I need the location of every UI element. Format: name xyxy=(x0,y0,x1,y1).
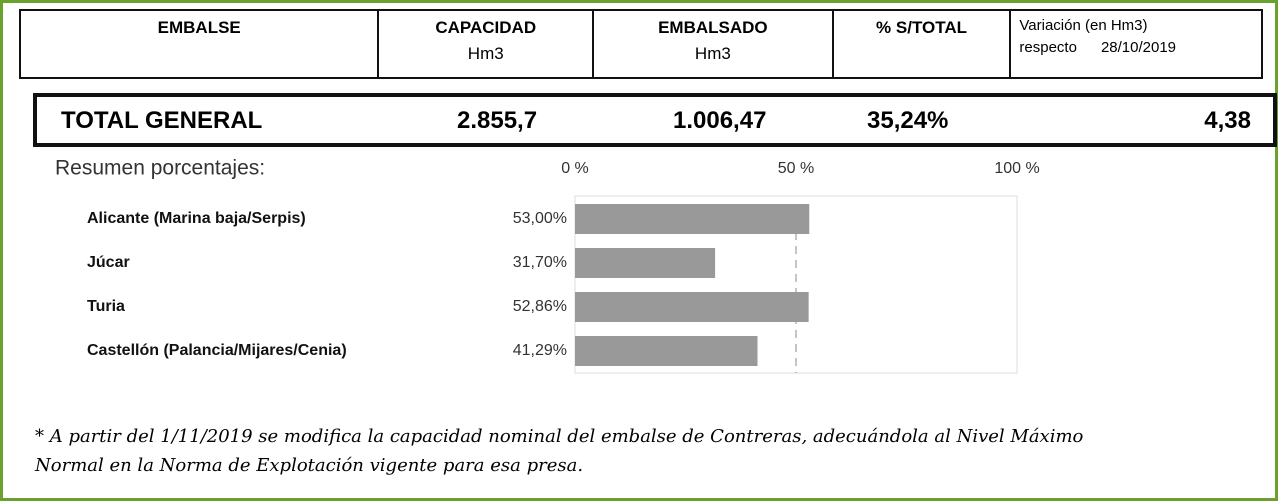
header-title: % S/TOTAL xyxy=(876,18,968,37)
header-unit: Hm3 xyxy=(694,44,731,63)
category-label: Júcar xyxy=(87,254,130,271)
bar xyxy=(575,292,809,322)
header-date: 28/10/2019 xyxy=(1100,39,1177,56)
total-porcentaje: 35,24% xyxy=(867,107,949,134)
header-title: EMBALSADO xyxy=(658,18,768,37)
category-label: Castellón (Palancia/Mijares/Cenia) xyxy=(87,342,347,359)
total-row: TOTAL GENERAL 2.855,7 1.006,47 35,24% 4,… xyxy=(33,93,1277,147)
category-label: Alicante (Marina baja/Serpis) xyxy=(87,210,306,227)
total-capacidad: 2.855,7 xyxy=(457,107,538,134)
value-label: 53,00% xyxy=(513,210,567,227)
header-cell: % S/TOTAL xyxy=(834,11,1012,77)
total-label: TOTAL GENERAL xyxy=(61,107,263,134)
header-cell: EMBALSADO Hm3 xyxy=(594,11,834,77)
x-tick-label: 100 % xyxy=(994,160,1039,177)
header-unit: Hm3 xyxy=(467,44,504,63)
bar xyxy=(575,204,810,234)
bar xyxy=(575,336,758,366)
bar xyxy=(575,248,716,278)
header-table: EMBALSE CAPACIDAD Hm3 EMBALSADO Hm3 % S/TO… xyxy=(19,9,1263,79)
header-cell: EMBALSE xyxy=(21,11,380,77)
header-title: EMBALSE xyxy=(157,18,241,37)
x-tick-label: 0 % xyxy=(561,160,589,177)
value-label: 31,70% xyxy=(513,254,567,271)
category-label: Turia xyxy=(87,298,125,315)
chart-title: Resumen porcentajes: xyxy=(55,157,265,180)
footnote-line: * A partir del 1/11/2019 se modifica la … xyxy=(35,426,1084,447)
footnote-line: Normal en la Norma de Explotación vigent… xyxy=(35,455,584,476)
total-embalsado: 1.006,47 xyxy=(673,107,767,134)
header-title: CAPACIDAD xyxy=(435,18,537,37)
header-cell: CAPACIDAD Hm3 xyxy=(379,11,595,77)
header-cell: Variación (en Hm3) respecto 28/10/2019 xyxy=(1011,11,1261,77)
value-label: 41,29% xyxy=(513,342,567,359)
header-note: respecto xyxy=(1019,39,1077,56)
value-label: 52,86% xyxy=(513,298,567,315)
header-title: Variación (en Hm3) xyxy=(1019,17,1148,34)
total-variacion: 4,38 xyxy=(1204,107,1251,134)
x-tick-label: 50 % xyxy=(778,160,814,177)
chart: Resumen porcentajes: 0 % 50 % 100 % Alicant… xyxy=(55,157,1040,374)
